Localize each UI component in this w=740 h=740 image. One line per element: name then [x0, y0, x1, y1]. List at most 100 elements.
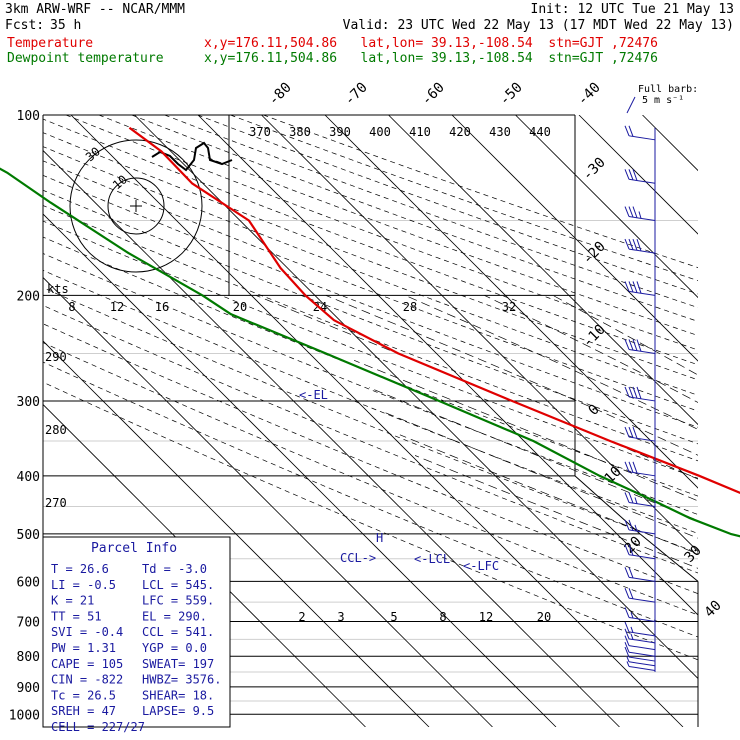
parcel-info-left: T = 26.6 — [51, 562, 109, 576]
isotherm-label: -20 — [580, 239, 609, 268]
mixing-ratio-label: 12 — [479, 610, 493, 624]
parcel-info-right: LFC = 559. — [142, 594, 214, 608]
theta-label: 290 — [45, 350, 67, 364]
wind-barb — [624, 426, 656, 442]
isotherm-label: -40 — [575, 80, 604, 109]
parcel-info-panel — [42, 536, 231, 728]
dry-adiabat — [230, 115, 698, 282]
wind-barb — [624, 587, 656, 603]
el-marker: <-EL — [299, 388, 328, 402]
isotherm-line — [706, 115, 740, 727]
dewpoint-legend: Dewpoint temperature — [7, 51, 164, 66]
pressure-label: 500 — [17, 528, 40, 543]
parcel-info-left: SVI = -0.4 — [51, 625, 123, 639]
isotherm-line — [43, 403, 366, 727]
pressure-label: 600 — [17, 575, 40, 590]
isotherm-line — [43, 276, 493, 727]
isotherm-label: 0 — [586, 402, 603, 419]
parcel-info-left: K = 21 — [51, 594, 94, 608]
isotherm-line — [261, 115, 698, 553]
isotherm-label: -10 — [580, 322, 609, 351]
isotherm-label: -70 — [342, 80, 371, 109]
pressure-label: 300 — [17, 395, 40, 410]
pressure-label: 800 — [17, 650, 40, 665]
parcel-info-right: Td = -3.0 — [142, 562, 207, 576]
hodograph-ring — [69, 139, 203, 273]
isotherm-line — [43, 340, 430, 727]
dry-adiabat — [43, 205, 698, 462]
wind-barb — [624, 607, 656, 622]
parcel-info-right: LAPSE= 9.5 — [142, 704, 214, 718]
dry-adiabat — [197, 115, 698, 295]
hodograph-speed-label: 20 — [233, 300, 247, 314]
parcel-info-box: Parcel Info T = 26.6 Td = -3.0 LI = -0.5 LCL… — [42, 536, 231, 734]
parcel-info-right: CCL = 541. — [142, 625, 214, 639]
dry-adiabat — [43, 381, 698, 661]
theta-label: 370 — [249, 125, 271, 139]
hodograph-speed-label: 12 — [110, 300, 124, 314]
wind-barb — [624, 646, 656, 662]
parcel-annotations: <-EL CCL-> <-LCL <-LFC H — [299, 388, 499, 573]
isotherm-label: -80 — [266, 80, 295, 109]
wind-barb — [626, 656, 656, 667]
isotherm-line — [324, 115, 698, 489]
dry-adiabat — [43, 132, 698, 381]
wind-barb — [624, 635, 656, 651]
moist-adiabat — [405, 295, 698, 430]
wind-legend-barb — [626, 96, 636, 114]
skewt-grid — [43, 115, 740, 727]
dry-adiabat — [43, 174, 698, 428]
parcel-info-right: SHEAR= 18. — [142, 688, 214, 702]
parcel-info-right: HWBZ= 3576. — [142, 673, 221, 687]
parcel-info-left: Tc = 26.5 — [51, 688, 116, 702]
wind-barb — [624, 642, 656, 657]
dry-adiabat — [263, 115, 698, 269]
theta-label: 280 — [45, 423, 67, 437]
wind-barb — [624, 238, 656, 254]
mixing-ratio-label: 20 — [537, 610, 551, 624]
dry-adiabat — [43, 253, 698, 515]
dry-adiabat — [43, 305, 698, 574]
wind-barb — [624, 492, 656, 507]
isotherm-label: 40 — [702, 598, 725, 621]
parcel-info-left: PW = 1.31 — [51, 641, 116, 655]
hodograph-speed-label: 16 — [155, 300, 169, 314]
parcel-info-left: CAPE = 105 — [51, 657, 123, 671]
wind-barb — [624, 621, 656, 637]
parcel-info-left: LI = -0.5 — [51, 578, 116, 592]
moist-adiabat — [384, 411, 698, 539]
dry-adiabat — [43, 361, 698, 638]
isotherm-line — [43, 149, 620, 727]
theta-label: 400 — [369, 125, 391, 139]
parcel-info-right: LCL = 545. — [142, 578, 214, 592]
theta-label: 440 — [529, 125, 551, 139]
theta-label: 420 — [449, 125, 471, 139]
theta-label: 270 — [45, 496, 67, 510]
lfc-marker: <-LFC — [463, 559, 499, 573]
wind-barb — [624, 206, 656, 222]
hodograph-ring-label: 30 — [83, 144, 103, 164]
isotherm-label: -30 — [580, 155, 609, 184]
wind-barb — [624, 628, 656, 644]
isotherm-line — [515, 115, 698, 299]
parcel-info-left: SREH = 47 — [51, 704, 116, 718]
lcl-marker: <-LCL — [414, 552, 450, 566]
temperature-legend: Temperature — [7, 36, 94, 51]
model-title: 3km ARW-WRF -- NCAR/MMM — [5, 2, 186, 17]
dry-adiabat — [131, 115, 698, 322]
moist-adiabat — [484, 295, 698, 403]
ccl-marker: CCL-> — [340, 551, 376, 565]
wind-barb — [624, 281, 656, 296]
wind-barb — [624, 544, 656, 560]
theta-label: 390 — [329, 125, 351, 139]
pressure-label: 200 — [17, 289, 40, 304]
wind-barb — [624, 169, 656, 184]
dewpoint-location: x,y=176.11,504.86 lat,lon= 39.13,-108.54… — [204, 51, 658, 66]
wind-legend-unit: 5 m s⁻¹ — [642, 95, 684, 106]
isotherm-label: 30 — [682, 543, 705, 566]
pressure-label: 1000 — [9, 708, 40, 723]
init-time: Init: 12 UTC Tue 21 May 13 — [530, 2, 735, 17]
dewpoint-profile — [0, 167, 740, 538]
parcel-info-right: SWEAT= 197 — [142, 657, 214, 671]
dry-adiabat — [43, 146, 698, 396]
